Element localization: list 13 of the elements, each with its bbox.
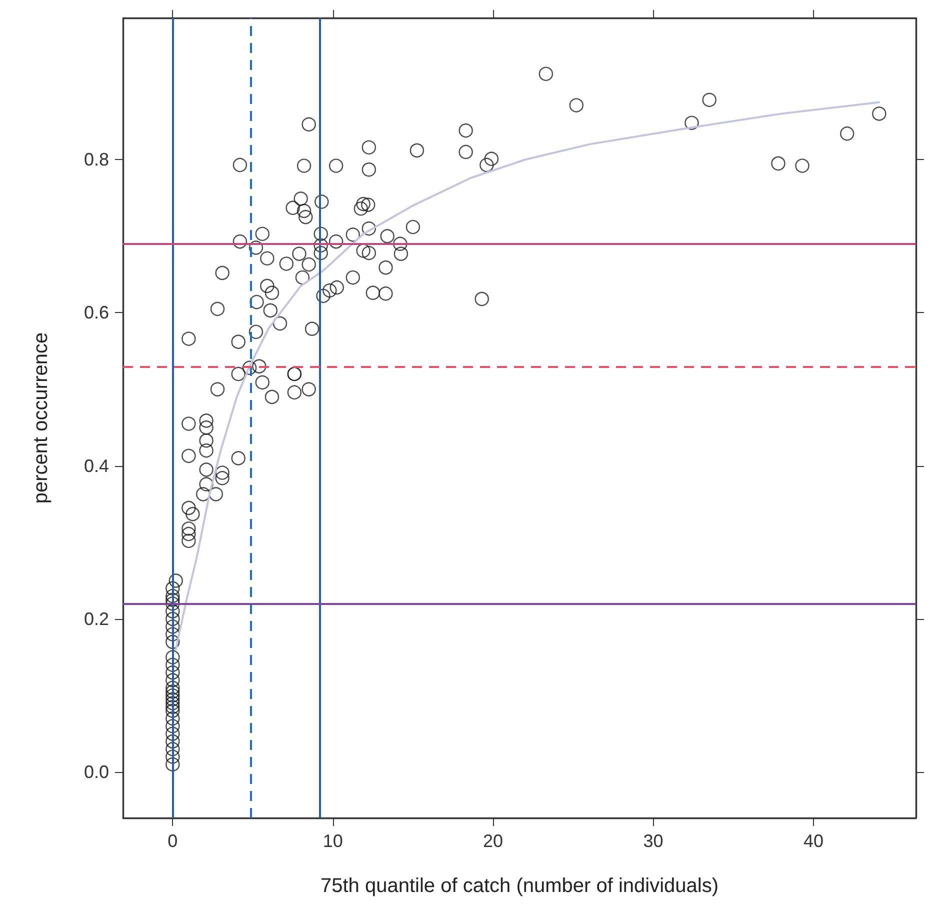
y-tick-label: 0.8: [84, 150, 109, 170]
x-tick-label: 20: [483, 831, 504, 851]
line-series: [174, 101, 880, 651]
x-axis-title: 75th quantile of catch (number of individuals): [320, 875, 719, 897]
y-tick-label: 0.4: [84, 456, 109, 476]
y-tick-label: 0.6: [84, 302, 109, 323]
y-axis-title: percent occurrence: [30, 332, 52, 504]
x-tick-label: 40: [803, 831, 824, 851]
y-tick-label: 0.0: [84, 762, 109, 782]
x-tick-label: 0: [168, 831, 178, 851]
y-tick-label: 0.2: [84, 608, 109, 629]
x-tick-label: 10: [322, 831, 343, 851]
x-tick-label: 30: [643, 831, 664, 851]
